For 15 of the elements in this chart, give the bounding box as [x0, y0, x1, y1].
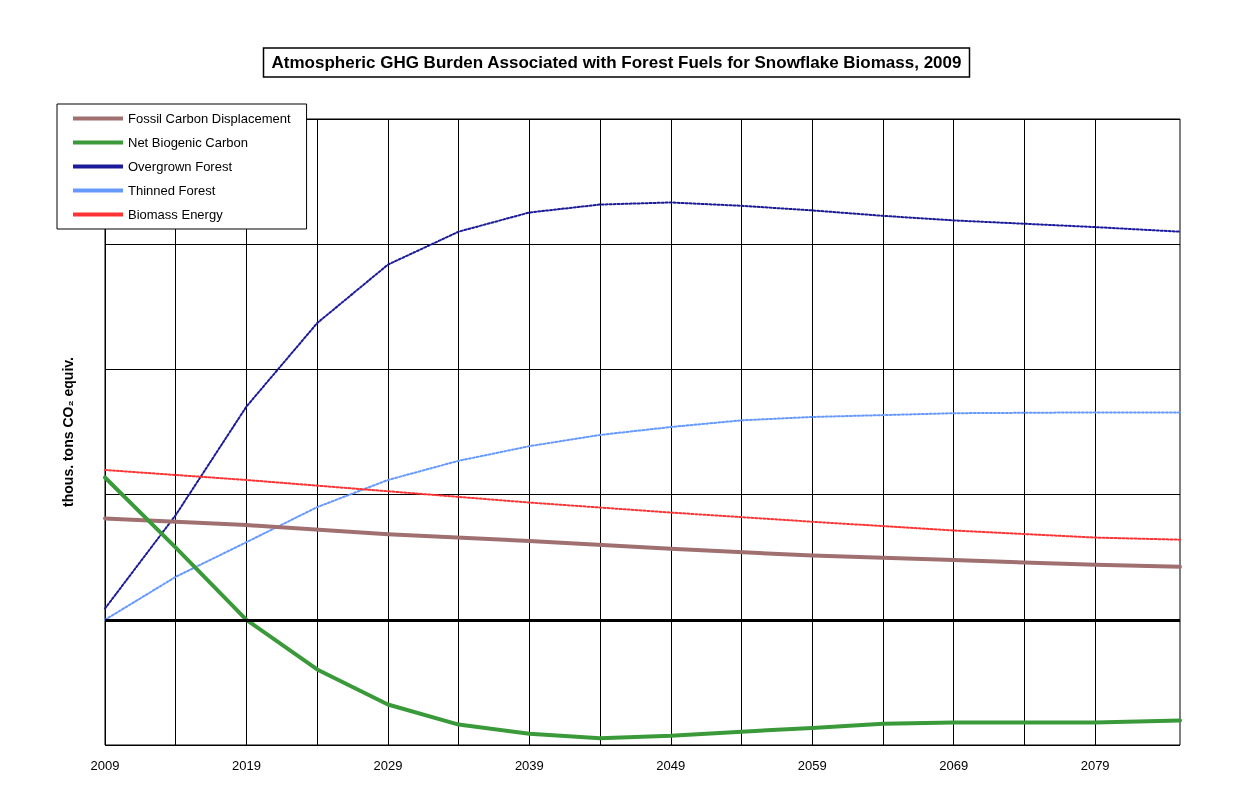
x-tick-label: 2059 [797, 758, 827, 773]
x-tick-label: 2029 [373, 758, 403, 773]
legend-label: Thinned Forest [128, 183, 216, 198]
x-tick-label: 2049 [656, 758, 686, 773]
x-tick-label: 2069 [939, 758, 969, 773]
legend-label: Overgrown Forest [128, 159, 233, 174]
legend-label: Net Biogenic Carbon [128, 135, 248, 150]
legend-label: Biomass Energy [128, 207, 224, 222]
x-tick-label: 2009 [90, 758, 120, 773]
y-axis-title: thous. tons CO₂ equiv. [60, 357, 76, 507]
x-tick-label: 2039 [514, 758, 544, 773]
chart-title: Atmospheric GHG Burden Associated with Forest Fuels for Snowflake Biomass, 2009 [271, 53, 962, 72]
legend-label: Fossil Carbon Displacement [128, 111, 291, 126]
x-tick-label: 2079 [1080, 758, 1110, 773]
x-tick-label: 2019 [231, 758, 261, 773]
